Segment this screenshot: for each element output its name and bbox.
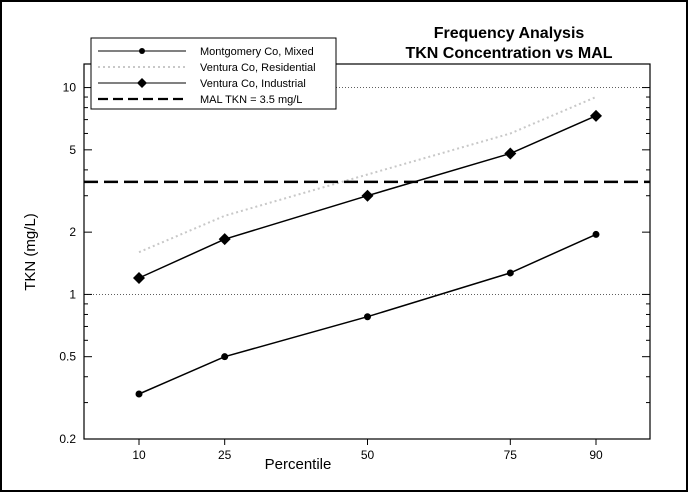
x-axis: 10 25 50 75 90 xyxy=(132,439,603,462)
y-tick-label: 0.2 xyxy=(59,432,76,446)
legend-label-3: MAL TKN = 3.5 mg/L xyxy=(200,94,302,106)
legend-marker-2 xyxy=(137,78,147,88)
y-axis: 0.2 0.5 1 2 5 10 xyxy=(59,81,650,446)
y-tick-label: 0.5 xyxy=(59,350,76,364)
x-tick-label: 50 xyxy=(361,448,375,462)
data-point-0-4 xyxy=(592,230,600,238)
data-point-2-0 xyxy=(133,272,145,285)
legend-box xyxy=(90,37,337,110)
y-tick-label: 5 xyxy=(69,143,76,157)
series-layer xyxy=(84,96,650,398)
data-point-2-3 xyxy=(504,147,517,160)
x-tick-label: 75 xyxy=(504,448,518,462)
data-point-2-1 xyxy=(218,233,231,246)
grid-lines xyxy=(84,87,650,295)
legend: Montgomery Co, Mixed Ventura Co, Resident… xyxy=(90,37,337,110)
data-point-0-2 xyxy=(364,313,371,321)
y-tick-label: 1 xyxy=(69,287,76,301)
y-tick-label: 10 xyxy=(63,81,77,95)
chart-title-line-2: TKN Concentration vs MAL xyxy=(405,45,612,62)
data-point-2-4 xyxy=(590,109,602,122)
data-point-0-0 xyxy=(135,390,143,398)
legend-label-2: Ventura Co, Industrial xyxy=(200,78,306,90)
series-line-1 xyxy=(138,96,597,254)
x-tick-label: 25 xyxy=(218,448,232,462)
legend-marker-0 xyxy=(139,48,145,54)
y-axis-label: TKN (mg/L) xyxy=(22,213,39,291)
legend-label-0: Montgomery Co, Mixed xyxy=(200,46,314,58)
legend-label-1: Ventura Co, Residential xyxy=(200,62,316,74)
x-tick-label: 90 xyxy=(589,448,603,462)
chart-title-line-1: Frequency Analysis xyxy=(434,25,585,42)
x-axis-label: Percentile xyxy=(265,456,332,473)
data-point-0-1 xyxy=(221,353,229,361)
x-tick-label: 10 xyxy=(132,448,146,462)
y-tick-label: 2 xyxy=(69,225,76,239)
data-point-2-2 xyxy=(361,189,374,202)
plot-area xyxy=(83,63,651,440)
data-point-0-3 xyxy=(506,269,514,277)
